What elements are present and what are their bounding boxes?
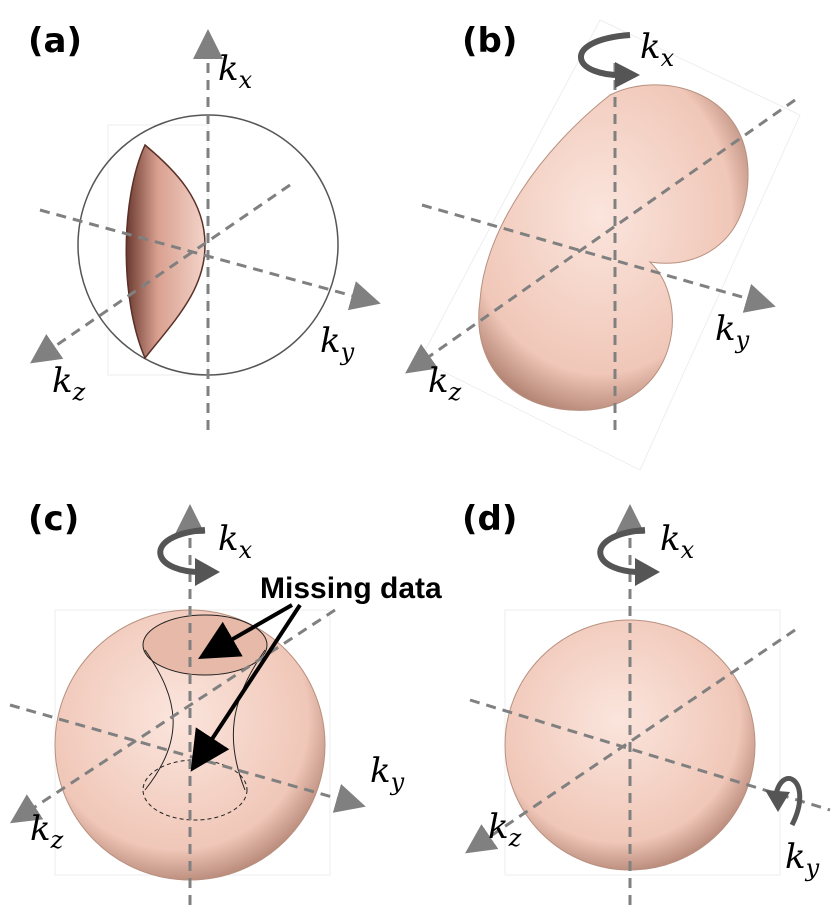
panel-label: (a): [28, 21, 82, 61]
axis-symbol: k: [715, 309, 736, 349]
axis-symbol: k: [785, 837, 806, 877]
axis-label: kz: [52, 361, 86, 406]
axis-subscript: y: [390, 768, 405, 796]
panel-a: [35, 35, 375, 430]
panel-label: (d): [462, 499, 517, 539]
rotation-arrow-head: [615, 62, 640, 88]
rotation-arrow-head: [635, 558, 660, 586]
axis-symbol: k: [30, 809, 51, 849]
axis-label: kz: [30, 809, 64, 854]
figure: (a)kxkykz(b)kxkykz(c)kxkykzMissing data(…: [0, 0, 835, 908]
axis-label: kx: [218, 519, 253, 564]
rotation-arrow-head: [195, 558, 220, 586]
panel-label: (c): [28, 499, 79, 539]
axis-subscript: z: [448, 378, 462, 406]
axis-label: ky: [370, 751, 405, 796]
panel-label: (b): [462, 21, 517, 61]
panel-d: [470, 510, 830, 905]
axis-subscript: y: [340, 338, 355, 366]
axis-subscript: x: [239, 66, 253, 94]
axis-symbol: k: [370, 751, 391, 791]
axis-label: kx: [640, 27, 675, 72]
axis-subscript: x: [681, 536, 695, 564]
axis-symbol: k: [488, 807, 509, 847]
axis-label: ky: [785, 837, 820, 882]
axis-subscript: x: [239, 536, 253, 564]
axis-symbol: k: [428, 361, 449, 401]
peanut-shape: [479, 85, 748, 410]
axis-label: kz: [428, 361, 462, 406]
axis-symbol: k: [52, 361, 73, 401]
axis-label: kx: [660, 519, 695, 564]
axis-symbol: k: [320, 321, 341, 361]
axis-label: ky: [715, 309, 750, 354]
axis-subscript: x: [661, 44, 675, 72]
axis-subscript: y: [735, 326, 750, 354]
axis-subscript: z: [508, 824, 522, 852]
rotation-arrow-head: [765, 790, 790, 812]
axis-subscript: z: [50, 826, 64, 854]
axis-label: kx: [218, 49, 253, 94]
axis-symbol: k: [218, 49, 239, 89]
annotation: Missing data: [260, 572, 442, 605]
axis-symbol: k: [660, 519, 681, 559]
axis-symbol: k: [218, 519, 239, 559]
axis-subscript: z: [72, 378, 86, 406]
axis-label: ky: [320, 321, 355, 366]
axis-subscript: y: [805, 854, 820, 882]
axis-label: kz: [488, 807, 522, 852]
axis-symbol: k: [640, 27, 661, 67]
panel-b: [410, 20, 800, 470]
